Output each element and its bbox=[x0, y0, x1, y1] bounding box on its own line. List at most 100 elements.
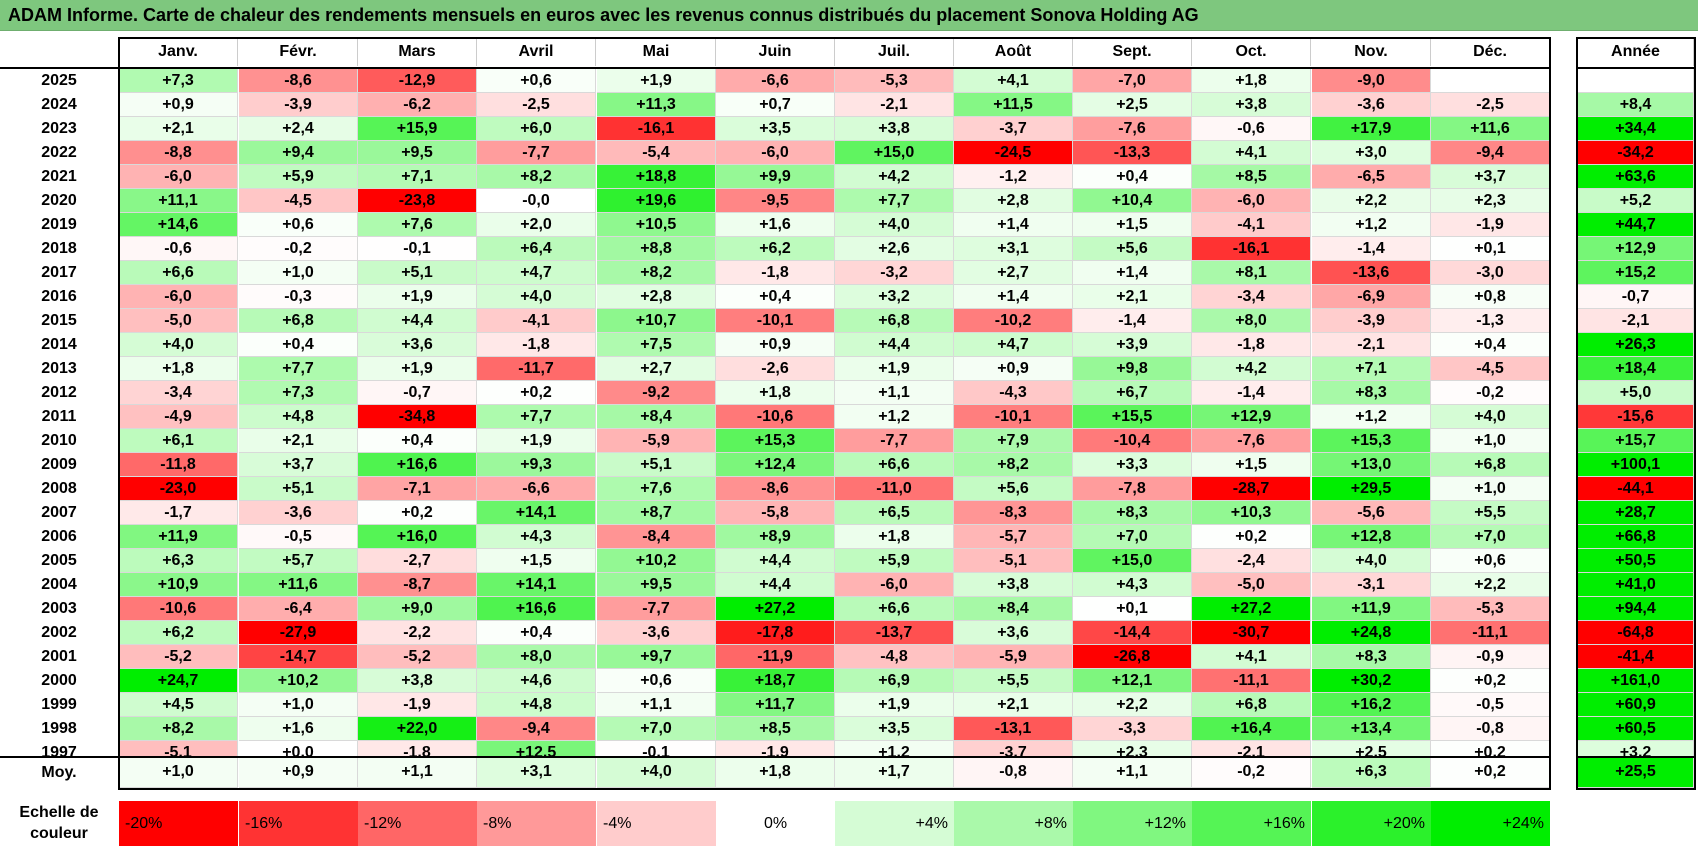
mean-cell: +1,7 bbox=[835, 757, 954, 788]
scale-swatch: -4% bbox=[597, 801, 716, 846]
heatmap-cell: +6,6 bbox=[835, 453, 954, 477]
heatmap-cell: +1,2 bbox=[1312, 213, 1431, 237]
heatmap-cell: -1,3 bbox=[1431, 309, 1550, 333]
heatmap-cell: +7,6 bbox=[597, 477, 716, 501]
month-header: Juin bbox=[716, 38, 835, 66]
heatmap-cell: +6,5 bbox=[835, 501, 954, 525]
heatmap-cell: -10,6 bbox=[119, 597, 238, 621]
heatmap-cell: +13,4 bbox=[1312, 717, 1431, 741]
heatmap-cell: +16,2 bbox=[1312, 693, 1431, 717]
heatmap-cell: +2,1 bbox=[954, 693, 1073, 717]
heatmap-cell: +1,6 bbox=[239, 717, 358, 741]
heatmap-cell: -4,1 bbox=[477, 309, 596, 333]
heatmap-cell: +15,0 bbox=[835, 141, 954, 165]
heatmap-cell: -2,1 bbox=[1312, 333, 1431, 357]
heatmap-cell: +12,4 bbox=[716, 453, 835, 477]
heatmap-cell: +1,9 bbox=[597, 69, 716, 93]
heatmap-cell: +7,3 bbox=[239, 381, 358, 405]
heatmap-cell: +5,6 bbox=[1073, 237, 1192, 261]
heatmap-cell: +10,2 bbox=[239, 669, 358, 693]
heatmap-cell: -23,0 bbox=[119, 477, 238, 501]
row-year-label: 2010 bbox=[41, 432, 77, 449]
divider-line bbox=[0, 67, 1551, 69]
heatmap-cell: +6,0 bbox=[477, 117, 596, 141]
heatmap-cell: +15,5 bbox=[1073, 405, 1192, 429]
heatmap-cell: -6,2 bbox=[358, 93, 477, 117]
mean-cell: +1,1 bbox=[1073, 757, 1192, 788]
heatmap-cell: +1,9 bbox=[358, 357, 477, 381]
heatmap-cell: -10,1 bbox=[954, 405, 1073, 429]
heatmap-cell: +8,0 bbox=[477, 645, 596, 669]
heatmap-cell: +10,3 bbox=[1192, 501, 1311, 525]
heatmap-cell: +3,5 bbox=[835, 717, 954, 741]
heatmap-cell: -1,4 bbox=[1192, 381, 1311, 405]
heatmap-cell: -3,3 bbox=[1073, 717, 1192, 741]
heatmap-cell: -4,9 bbox=[119, 405, 238, 429]
mean-cell: +4,0 bbox=[597, 757, 716, 788]
heatmap-cell: +5,6 bbox=[954, 477, 1073, 501]
heatmap-cell: -13,3 bbox=[1073, 141, 1192, 165]
heatmap-cell: +11,7 bbox=[716, 693, 835, 717]
heatmap-cell: +4,0 bbox=[477, 285, 596, 309]
heatmap-cell: +1,9 bbox=[835, 693, 954, 717]
heatmap-cell: +1,0 bbox=[1431, 477, 1550, 501]
annual-total-cell: -0,7 bbox=[1578, 285, 1694, 309]
heatmap-cell: -1,8 bbox=[1192, 333, 1311, 357]
heatmap-cell: +4,4 bbox=[835, 333, 954, 357]
heatmap-cell: -3,6 bbox=[1312, 93, 1431, 117]
heatmap-cell: +2,2 bbox=[1312, 189, 1431, 213]
heatmap-cell: +4,6 bbox=[477, 669, 596, 693]
heatmap-cell: +1,4 bbox=[954, 285, 1073, 309]
heatmap-cell: +12,9 bbox=[1192, 405, 1311, 429]
heatmap-cell: +24,7 bbox=[119, 669, 238, 693]
heatmap-cell: -3,4 bbox=[119, 381, 238, 405]
heatmap-cell: -5,3 bbox=[1431, 597, 1550, 621]
heatmap-cell: +5,1 bbox=[358, 261, 477, 285]
annual-total-cell: -15,6 bbox=[1578, 405, 1694, 429]
heatmap-cell: -0,2 bbox=[239, 237, 358, 261]
heatmap-cell: +2,1 bbox=[239, 429, 358, 453]
heatmap-cell: +0,1 bbox=[1431, 237, 1550, 261]
heatmap-cell: +8,3 bbox=[1312, 645, 1431, 669]
heatmap-cell: +3,3 bbox=[1073, 453, 1192, 477]
row-year-label: 2022 bbox=[41, 144, 77, 161]
annual-total-cell: +12,9 bbox=[1578, 237, 1694, 261]
annual-total-cell: -2,1 bbox=[1578, 309, 1694, 333]
heatmap-cell: +2,2 bbox=[1073, 693, 1192, 717]
row-year-label: 1998 bbox=[41, 720, 77, 737]
row-year-label: 2018 bbox=[41, 240, 77, 257]
heatmap-cell: -10,1 bbox=[716, 309, 835, 333]
scale-swatch: -20% bbox=[119, 801, 238, 846]
annual-total-cell: +44,7 bbox=[1578, 213, 1694, 237]
heatmap-cell: -7,0 bbox=[1073, 69, 1192, 93]
heatmap-cell: -6,0 bbox=[119, 285, 238, 309]
heatmap-cell: +0,4 bbox=[716, 285, 835, 309]
heatmap-cell: +4,8 bbox=[477, 693, 596, 717]
row-year-label: 2016 bbox=[41, 288, 77, 305]
heatmap-cell: -13,1 bbox=[954, 717, 1073, 741]
heatmap-cell: +1,9 bbox=[835, 357, 954, 381]
heatmap-cell: -14,7 bbox=[239, 645, 358, 669]
heatmap-cell: +4,1 bbox=[1192, 645, 1311, 669]
color-scale-label-text: Echelle de couleur bbox=[19, 803, 99, 842]
heatmap-cell: +8,8 bbox=[597, 237, 716, 261]
heatmap-cell: -9,2 bbox=[597, 381, 716, 405]
heatmap-cell: -4,3 bbox=[954, 381, 1073, 405]
heatmap-cell: +3,2 bbox=[835, 285, 954, 309]
heatmap-cell: +7,0 bbox=[597, 717, 716, 741]
heatmap-cell: -10,6 bbox=[716, 405, 835, 429]
row-year-label: 2000 bbox=[41, 672, 77, 689]
heatmap-cell: +2,3 bbox=[1431, 189, 1550, 213]
heatmap-cell: +12,1 bbox=[1073, 669, 1192, 693]
heatmap-cell: +3,0 bbox=[1312, 141, 1431, 165]
heatmap-cell: +0,6 bbox=[597, 669, 716, 693]
heatmap-cell: +4,2 bbox=[835, 165, 954, 189]
heatmap-cell: +16,6 bbox=[477, 597, 596, 621]
heatmap-cell: +0,4 bbox=[1073, 165, 1192, 189]
heatmap-cell: +4,1 bbox=[1192, 141, 1311, 165]
heatmap-cell: -2,6 bbox=[716, 357, 835, 381]
row-year-label: 2019 bbox=[41, 216, 77, 233]
scale-swatch: +16% bbox=[1192, 801, 1311, 846]
heatmap-cell: +1,8 bbox=[119, 357, 238, 381]
heatmap-cell: +7,7 bbox=[835, 189, 954, 213]
